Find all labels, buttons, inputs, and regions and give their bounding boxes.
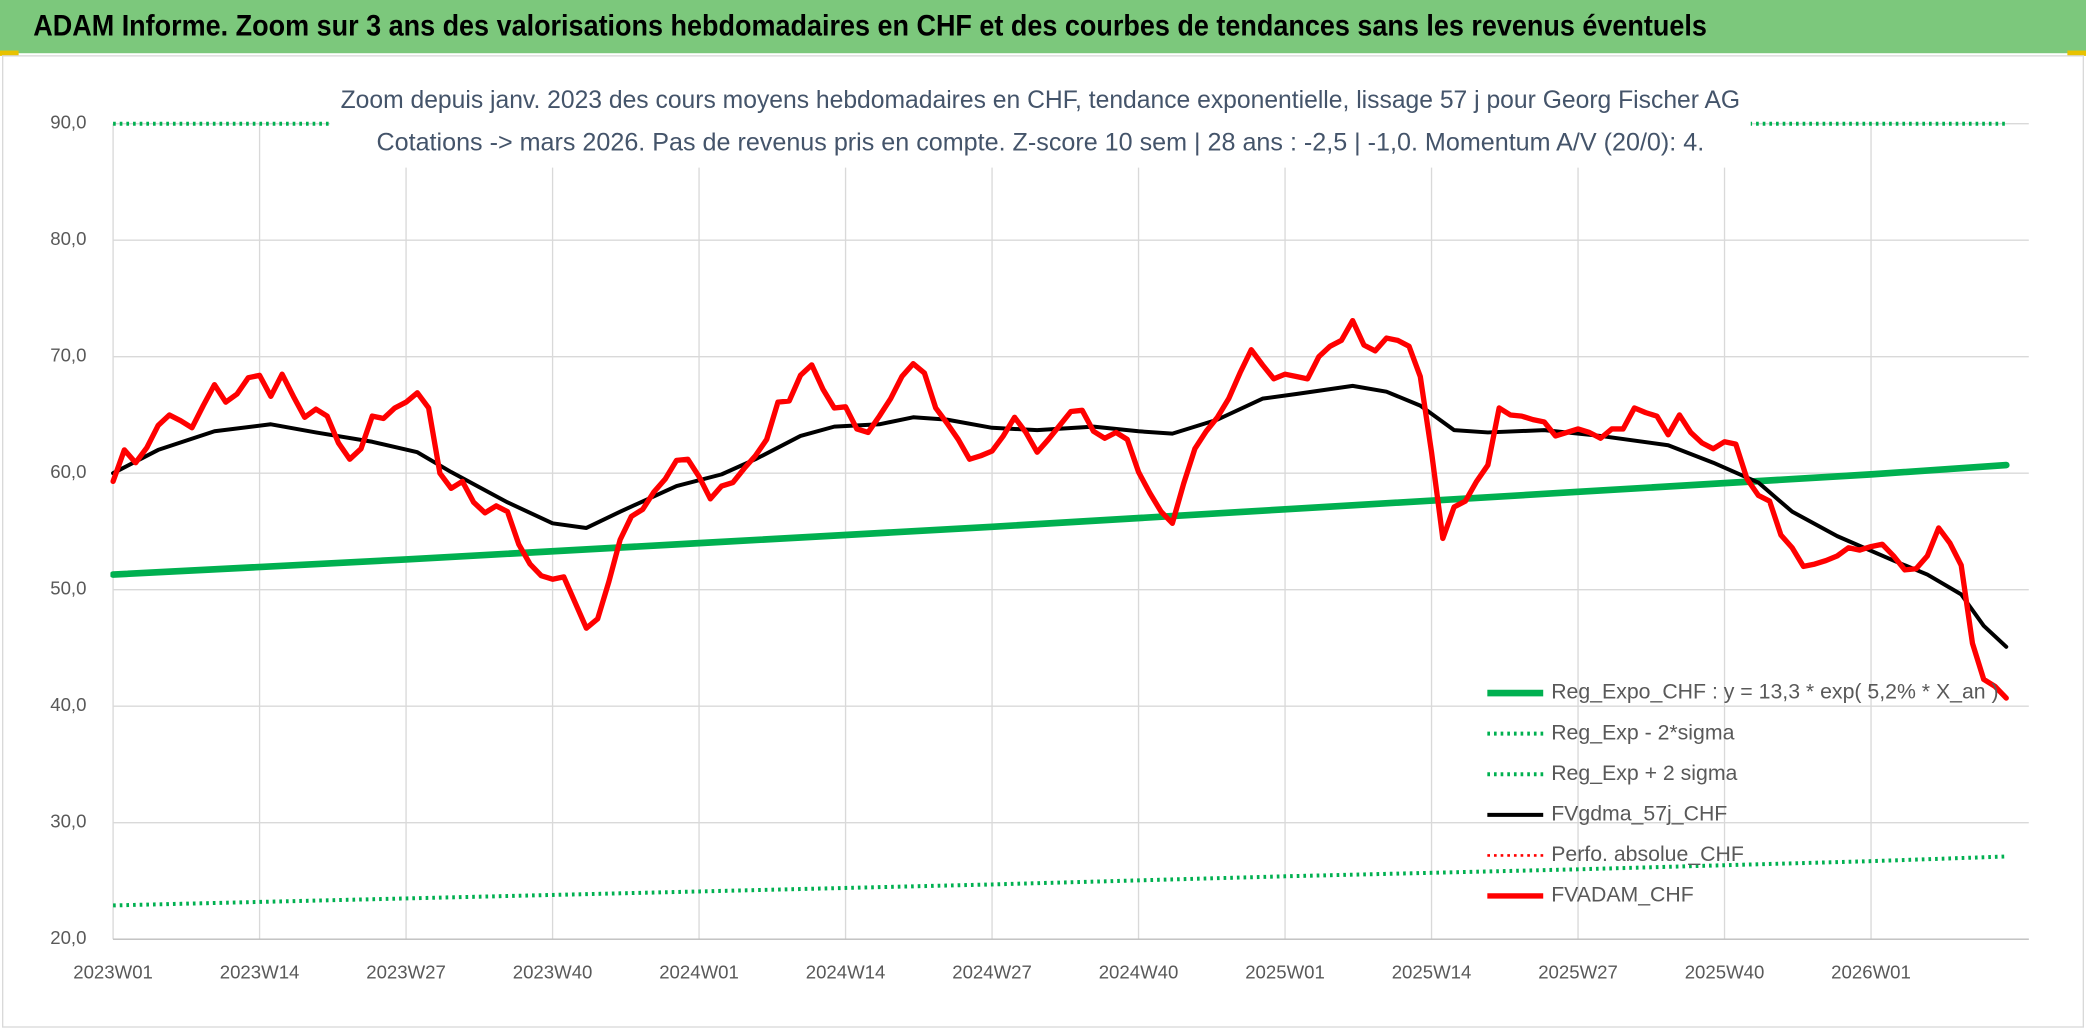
y-tick-label: 50,0 (50, 578, 86, 599)
legend-label: FVgdma_57j_CHF (1551, 801, 1727, 825)
x-tick-label: 2023W14 (220, 962, 300, 983)
x-tick-label: 2024W14 (806, 962, 886, 983)
legend-label: Reg_Expo_CHF : y = 13,3 * exp( 5,2% * X_… (1551, 680, 1998, 704)
y-tick-label: 30,0 (50, 811, 86, 832)
x-tick-label: 2024W27 (952, 962, 1032, 983)
legend-label: Reg_Exp - 2*sigma (1551, 720, 1734, 744)
chart-subtitle: Cotations -> mars 2026. Pas de revenus p… (376, 128, 1704, 156)
x-tick-label: 2025W01 (1245, 962, 1325, 983)
series-line (110, 317, 2009, 701)
x-tick-label: 2023W40 (513, 962, 593, 983)
x-tick-label: 2026W01 (1831, 962, 1911, 983)
x-tick-label: 2025W14 (1392, 962, 1472, 983)
y-tick-label: 60,0 (50, 461, 86, 482)
x-tick-label: 2024W40 (1099, 962, 1179, 983)
x-tick-label: 2023W01 (73, 962, 153, 983)
x-tick-label: 2023W27 (366, 962, 446, 983)
header-bar (0, 0, 2086, 54)
y-tick-label: 80,0 (50, 228, 86, 249)
x-tick-label: 2025W27 (1538, 962, 1618, 983)
header-title: ADAM Informe. Zoom sur 3 ans des valoris… (33, 11, 1707, 43)
title-background (329, 77, 1751, 168)
corner-mark (2067, 50, 2086, 56)
legend-label: Perfo. absolue_CHF (1551, 842, 1744, 866)
corner-mark (0, 50, 19, 56)
x-tick-label: 2024W01 (659, 962, 739, 983)
series-line (110, 461, 2010, 578)
legend-label: FVADAM_CHF (1551, 883, 1694, 907)
chart-title: Zoom depuis janv. 2023 des cours moyens … (341, 86, 1741, 114)
x-tick-label: 2025W40 (1685, 962, 1765, 983)
y-tick-label: 40,0 (50, 694, 86, 715)
y-tick-label: 20,0 (50, 927, 86, 948)
y-tick-label: 70,0 (50, 345, 86, 366)
chart-border (1, 55, 2085, 1028)
series-line (113, 854, 2007, 908)
y-tick-label: 90,0 (50, 112, 86, 133)
legend-label: Reg_Exp + 2 sigma (1551, 761, 1737, 785)
